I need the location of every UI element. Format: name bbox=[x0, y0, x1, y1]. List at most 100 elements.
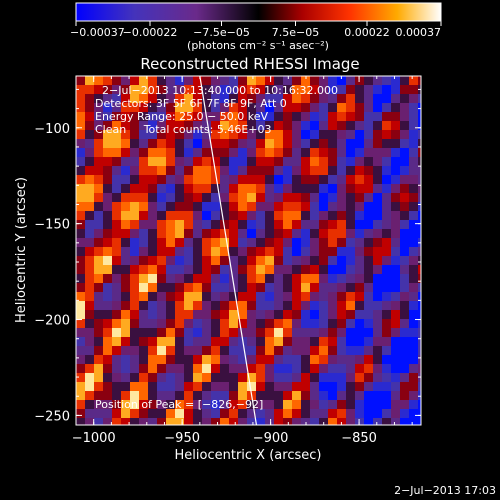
heatmap-cell bbox=[157, 166, 167, 176]
time-range-annotation: 2−Jul−2013 10:13:40.000 to 10:16:32.000 bbox=[102, 84, 338, 97]
heatmap-cell bbox=[409, 238, 419, 248]
heatmap-cell bbox=[373, 157, 383, 167]
heatmap-cell bbox=[256, 94, 266, 104]
heatmap-cell bbox=[283, 337, 293, 347]
heatmap-cell bbox=[202, 121, 212, 131]
heatmap-cell bbox=[220, 85, 230, 95]
heatmap-cell bbox=[319, 382, 329, 392]
heatmap-cell bbox=[400, 238, 410, 248]
heatmap-cell bbox=[121, 409, 131, 419]
heatmap-cell bbox=[76, 247, 86, 257]
heatmap-cell bbox=[211, 130, 221, 140]
colorbar-ticks: −0.00037−0.00022 −7.5e−05 7.5e−05 0.00022 0.… bbox=[70, 21, 442, 39]
heatmap-cell bbox=[337, 238, 347, 248]
heatmap-cell bbox=[301, 130, 311, 140]
heatmap-cell bbox=[319, 328, 329, 338]
heatmap-cell bbox=[202, 229, 212, 239]
heatmap-cell bbox=[85, 337, 95, 347]
heatmap-cell bbox=[103, 301, 113, 311]
heatmap-cell bbox=[364, 409, 374, 419]
heatmap-cell bbox=[256, 184, 266, 194]
heatmap-cell bbox=[103, 328, 113, 338]
heatmap-cell bbox=[238, 85, 248, 95]
heatmap-cell bbox=[130, 85, 140, 95]
heatmap-cell bbox=[193, 229, 203, 239]
heatmap-cell bbox=[346, 346, 356, 356]
heatmap-cell bbox=[382, 157, 392, 167]
heatmap-cell bbox=[175, 211, 185, 221]
heatmap-cell bbox=[121, 256, 131, 266]
heatmap-cell bbox=[157, 139, 167, 149]
heatmap-cell bbox=[202, 373, 212, 383]
heatmap-cell bbox=[238, 238, 248, 248]
heatmap-cell bbox=[139, 94, 149, 104]
heatmap-cell bbox=[409, 274, 419, 284]
heatmap-cell bbox=[274, 283, 284, 293]
heatmap-cell bbox=[202, 319, 212, 329]
heatmap-cell bbox=[229, 346, 239, 356]
heatmap-cell bbox=[166, 238, 176, 248]
heatmap-cell bbox=[283, 85, 293, 95]
heatmap-cell bbox=[391, 184, 401, 194]
heatmap-cell bbox=[274, 319, 284, 329]
heatmap-cell bbox=[76, 292, 86, 302]
heatmap-cell bbox=[373, 94, 383, 104]
heatmap-cell bbox=[283, 103, 293, 113]
heatmap-cell bbox=[166, 112, 176, 122]
heatmap-cell bbox=[310, 400, 320, 410]
heatmap-cell bbox=[418, 193, 421, 203]
heatmap-cell bbox=[175, 184, 185, 194]
heatmap-cell bbox=[139, 229, 149, 239]
heatmap-cell bbox=[292, 256, 302, 266]
heatmap-cell bbox=[211, 400, 221, 410]
heatmap-cell bbox=[328, 391, 338, 401]
heatmap-cell bbox=[220, 184, 230, 194]
heatmap-cell bbox=[265, 202, 275, 212]
heatmap-cell bbox=[265, 211, 275, 221]
heatmap-cell bbox=[247, 184, 257, 194]
heatmap-cell bbox=[220, 238, 230, 248]
heatmap-cell bbox=[130, 112, 140, 122]
heatmap-cell bbox=[274, 229, 284, 239]
heatmap-cell bbox=[148, 274, 158, 284]
heatmap-cell bbox=[184, 409, 194, 419]
heatmap-cell bbox=[292, 166, 302, 176]
heatmap-cell bbox=[130, 337, 140, 347]
heatmap-cell bbox=[238, 355, 248, 365]
heatmap-cell bbox=[310, 103, 320, 113]
heatmap-cell bbox=[229, 202, 239, 212]
heatmap-cell bbox=[139, 184, 149, 194]
heatmap-cell bbox=[238, 373, 248, 383]
heatmap-cell bbox=[121, 211, 131, 221]
heatmap-cell bbox=[319, 400, 329, 410]
heatmap-cell bbox=[202, 418, 212, 425]
heatmap-cell bbox=[355, 346, 365, 356]
heatmap-cell bbox=[130, 301, 140, 311]
heatmap-cell bbox=[211, 184, 221, 194]
heatmap-cell bbox=[220, 175, 230, 185]
heatmap-cell bbox=[391, 247, 401, 257]
heatmap-cell bbox=[220, 193, 230, 203]
heatmap-cell bbox=[76, 166, 86, 176]
heatmap-cell bbox=[328, 274, 338, 284]
heatmap-cell bbox=[418, 76, 421, 86]
heatmap-cell bbox=[391, 121, 401, 131]
heatmap-cell bbox=[229, 157, 239, 167]
heatmap-cell bbox=[148, 409, 158, 419]
heatmap-cell bbox=[310, 391, 320, 401]
heatmap-cell bbox=[166, 121, 176, 131]
heatmap-cell bbox=[292, 328, 302, 338]
heatmap-cell bbox=[301, 211, 311, 221]
heatmap-cell bbox=[148, 328, 158, 338]
heatmap-cell bbox=[193, 355, 203, 365]
heatmap-cell bbox=[400, 382, 410, 392]
heatmap-cell bbox=[202, 328, 212, 338]
heatmap-cell bbox=[418, 211, 421, 221]
heatmap-cell bbox=[202, 364, 212, 374]
heatmap-cell bbox=[418, 391, 421, 401]
heatmap-cell bbox=[130, 94, 140, 104]
heatmap-cell bbox=[85, 355, 95, 365]
heatmap-cell bbox=[247, 157, 257, 167]
heatmap-cell bbox=[265, 301, 275, 311]
heatmap-cell bbox=[220, 166, 230, 176]
